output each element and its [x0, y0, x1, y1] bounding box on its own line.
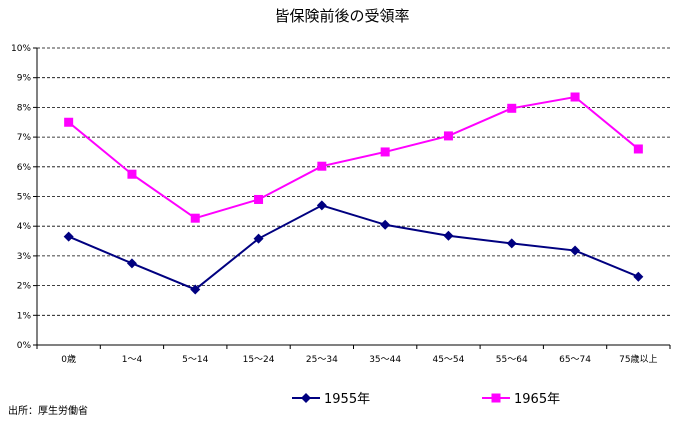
x-tick-label: 1～4 [122, 355, 143, 365]
data-point [190, 284, 201, 295]
data-point [317, 161, 327, 171]
y-tick-label: 4% [17, 222, 32, 232]
x-tick-label: 65～74 [559, 355, 591, 365]
data-point [443, 230, 454, 241]
legend-marker [491, 393, 501, 403]
data-point [316, 200, 327, 211]
data-point [64, 117, 74, 127]
data-point [633, 144, 643, 154]
data-point [380, 219, 391, 230]
data-point [253, 233, 264, 244]
data-point [63, 231, 74, 242]
data-point [126, 258, 137, 269]
data-point [507, 103, 517, 113]
x-tick-label: 45～54 [432, 355, 464, 365]
y-tick-label: 5% [17, 193, 32, 203]
x-tick-label: 55～64 [496, 355, 528, 365]
x-tick-label: 35～44 [369, 355, 401, 365]
data-point [443, 131, 453, 141]
y-tick-label: 0% [17, 341, 32, 351]
legend-marker [301, 393, 311, 403]
legend-label: 1955年 [324, 392, 370, 407]
x-tick-label: 0歳 [61, 353, 76, 365]
y-tick-label: 1% [17, 311, 32, 321]
data-point [570, 245, 581, 256]
y-tick-label: 10% [11, 44, 31, 54]
data-point [127, 169, 137, 179]
y-tick-label: 7% [17, 133, 32, 143]
grid-layer [37, 47, 670, 316]
y-tick-label: 6% [17, 163, 32, 173]
y-tick-label: 2% [17, 282, 32, 292]
data-point [570, 92, 580, 102]
chart-title: 皆保険前後の受領率 [274, 7, 409, 25]
x-tick-label: 15～24 [243, 355, 275, 365]
y-tick-label: 3% [17, 252, 32, 262]
x-tick-label: 25～34 [306, 355, 338, 365]
y-tick-label: 8% [17, 103, 32, 113]
legend: 1955年 1965年 [292, 392, 560, 407]
x-tick-label: 75歳以上 [619, 353, 657, 365]
axis-layer: 0% 1% 2% 3% 4% 5% 6% 7% 8% 9% 10% 0歳 1～4 5～14 15～24 25～… [11, 44, 671, 365]
source-note: 出所：厚生労働省 [8, 404, 88, 417]
data-point [254, 194, 264, 204]
data-point [190, 213, 200, 223]
series-layer [63, 92, 644, 295]
data-point [633, 271, 644, 282]
y-tick-label: 9% [17, 74, 32, 84]
data-point [380, 147, 390, 157]
data-point [506, 238, 517, 249]
series-line-2 [68, 95, 639, 220]
series-line-1 [68, 204, 639, 291]
x-tick-label: 5～14 [182, 355, 208, 365]
legend-label: 1965年 [514, 392, 560, 407]
